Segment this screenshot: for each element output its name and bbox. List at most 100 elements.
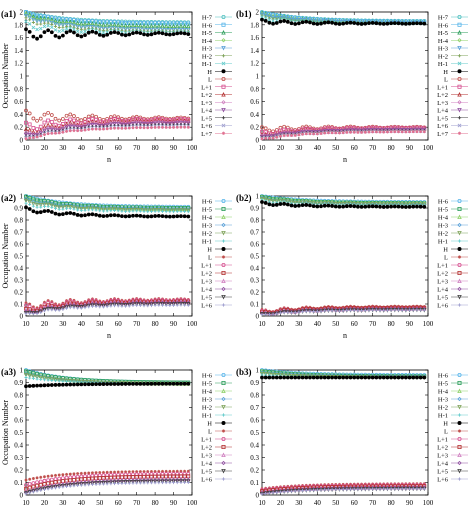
x-axis-label: n [107, 155, 111, 164]
panel-label: (b2) [236, 193, 252, 203]
data-point [42, 30, 47, 35]
data-point [392, 21, 397, 26]
legend-label: H-6 [202, 22, 213, 29]
x-tick-label: 50 [96, 320, 104, 328]
x-tick-label: 40 [78, 320, 86, 328]
legend-marker [221, 270, 226, 275]
data-point [138, 303, 142, 307]
data-point [319, 132, 323, 136]
data-point [38, 131, 43, 136]
x-tick-label: 100 [423, 320, 434, 328]
data-point [374, 202, 379, 207]
data-point [135, 481, 139, 485]
legend-marker [457, 413, 462, 417]
plot-frame [25, 195, 193, 317]
y-tick-label: 0 [256, 492, 260, 500]
data-point [112, 116, 117, 121]
data-point [285, 199, 290, 205]
data-point [156, 30, 161, 35]
data-point [167, 214, 172, 219]
data-point [138, 205, 143, 210]
data-point [385, 204, 390, 209]
data-point [267, 372, 272, 377]
data-point [75, 29, 80, 34]
data-point [348, 201, 353, 207]
legend-label: L [208, 77, 212, 84]
data-point [345, 130, 349, 134]
legend-marker [221, 108, 226, 113]
data-point [171, 121, 176, 127]
legend-label: L [208, 255, 212, 262]
data-point [50, 23, 54, 27]
data-point [31, 383, 36, 388]
data-point [400, 21, 405, 26]
data-point [153, 469, 157, 473]
data-point [46, 378, 50, 382]
data-point [46, 23, 50, 28]
data-point [396, 130, 400, 134]
data-point [179, 303, 183, 307]
data-point [179, 469, 183, 473]
legend-label: H [207, 69, 212, 76]
data-point [90, 123, 95, 128]
data-point [146, 126, 150, 130]
legend-label: L+2 [201, 92, 212, 99]
data-point [64, 26, 69, 31]
legend-label: H-7 [202, 15, 213, 22]
data-point [35, 198, 39, 203]
legend-marker [221, 404, 226, 410]
x-tick-label: 10 [23, 320, 31, 328]
data-point [87, 471, 91, 475]
data-point [278, 15, 283, 21]
data-point [45, 376, 51, 382]
data-point [164, 125, 168, 129]
data-point [344, 201, 349, 207]
data-point [418, 204, 423, 209]
data-point [53, 383, 58, 387]
legend-marker [457, 38, 462, 43]
data-point [160, 205, 165, 210]
data-point [359, 22, 364, 26]
data-point [27, 307, 32, 313]
data-point [378, 204, 382, 209]
legend-marker [457, 388, 462, 394]
data-point [134, 381, 139, 386]
data-point [312, 132, 316, 136]
x-tick-label: 60 [115, 499, 123, 507]
series-h [24, 381, 191, 389]
data-point [65, 380, 69, 384]
legend-marker [457, 61, 462, 66]
legend-label: L [444, 77, 448, 84]
data-point [116, 126, 120, 130]
legend-marker [457, 131, 462, 135]
data-point [83, 117, 87, 121]
data-point [145, 302, 150, 307]
data-point [90, 208, 94, 212]
data-point [167, 302, 173, 307]
data-point [119, 303, 125, 308]
data-point [113, 126, 117, 130]
data-point [171, 381, 176, 386]
data-point [124, 209, 128, 213]
data-point [356, 487, 360, 491]
data-point [172, 481, 176, 485]
data-point [149, 472, 154, 476]
data-point [334, 309, 338, 313]
data-point [385, 375, 390, 380]
data-point [68, 484, 72, 488]
data-point [46, 28, 51, 33]
data-point [57, 125, 62, 130]
data-point [178, 208, 184, 213]
data-point [271, 203, 275, 208]
data-point [164, 208, 169, 213]
data-point [186, 479, 191, 484]
data-point [131, 304, 135, 308]
data-point [175, 469, 179, 473]
data-point [182, 208, 187, 213]
data-point [127, 27, 132, 32]
data-point [186, 125, 190, 129]
data-point [164, 481, 168, 485]
data-point [24, 120, 28, 125]
data-point [90, 206, 95, 211]
data-point [286, 489, 290, 493]
